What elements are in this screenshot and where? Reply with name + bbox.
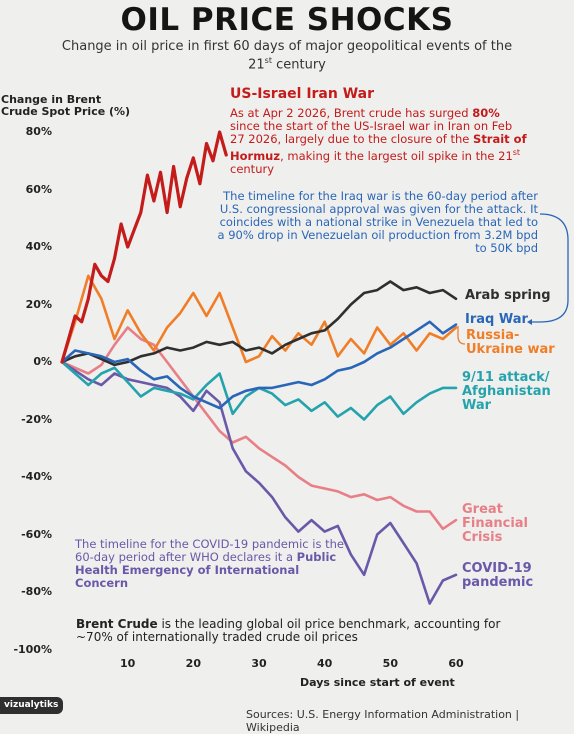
series-line-us-israel-iran-war — [60, 130, 228, 364]
x-tick-label: 50 — [382, 657, 398, 670]
series-line-iraq-war — [60, 320, 458, 410]
russia-bracket — [457, 326, 466, 345]
x-tick-label: 20 — [185, 657, 201, 670]
covid-note: The timeline for the COVID-19 pandemic i… — [75, 537, 344, 590]
y-tick-label: 80% — [25, 125, 52, 138]
x-tick-label: 10 — [120, 657, 136, 670]
y-tick-label: 20% — [25, 297, 52, 311]
iran-war-note: As at Apr 2 2026, Brent crude has surged… — [230, 106, 527, 176]
iraq-war-note: The timeline for the Iraq war is the 60-… — [217, 189, 539, 255]
iraq-arrow-head — [527, 319, 532, 325]
y-tick-label: 40% — [25, 240, 52, 253]
y-tick-label: -40% — [21, 470, 52, 483]
series-line-9-11-attack-afghanistan-war — [60, 360, 458, 421]
series-label-financial-crisis: Great Financial Crisis — [462, 502, 529, 545]
series-label-iraq-war: Iraq War — [465, 312, 528, 327]
series-label-covid: COVID-19 pandemic — [462, 561, 534, 590]
y-axis-label: Change in Brent Crude Spot Price (%) — [1, 93, 131, 118]
page-title: OIL PRICE SHOCKS — [120, 2, 454, 38]
y-tick-label: -100% — [13, 642, 52, 656]
x-tick-label: 40 — [317, 657, 333, 670]
series-line-great-financial-crisis — [60, 326, 458, 531]
brent-note: Brent Crude is the leading global oil pr… — [76, 617, 501, 644]
x-axis-label: Days since start of event — [300, 676, 455, 689]
page-subtitle: Change in oil price in first 60 days of … — [61, 39, 513, 73]
iran-war-title: US-Israel Iran War — [230, 86, 375, 102]
y-tick-label: -60% — [21, 527, 52, 541]
series-line-covid-19-pandemic — [60, 360, 458, 605]
y-tick-label: -80% — [21, 585, 52, 598]
x-tick-label: 60 — [448, 657, 464, 670]
series-line-arab-spring — [60, 280, 458, 367]
y-tick-label: 0% — [33, 355, 52, 368]
series-label-afghanistan: 9/11 attack/ Afghanistan War — [462, 370, 551, 413]
y-tick-label: -20% — [21, 412, 52, 426]
brand-logo: vizualytiks — [0, 697, 64, 714]
series-label-russia-ukraine: Russia-Ukraine war — [466, 328, 555, 357]
series-label-arab-spring: Arab spring — [465, 288, 551, 303]
iraq-bracket-arrow — [532, 213, 569, 323]
source-note: Sources: U.S. Energy Information Adminis… — [246, 708, 520, 734]
series-line-russia-ukraine-war — [60, 274, 458, 364]
y-tick-label: 60% — [25, 182, 52, 196]
x-tick-label: 30 — [251, 657, 267, 670]
